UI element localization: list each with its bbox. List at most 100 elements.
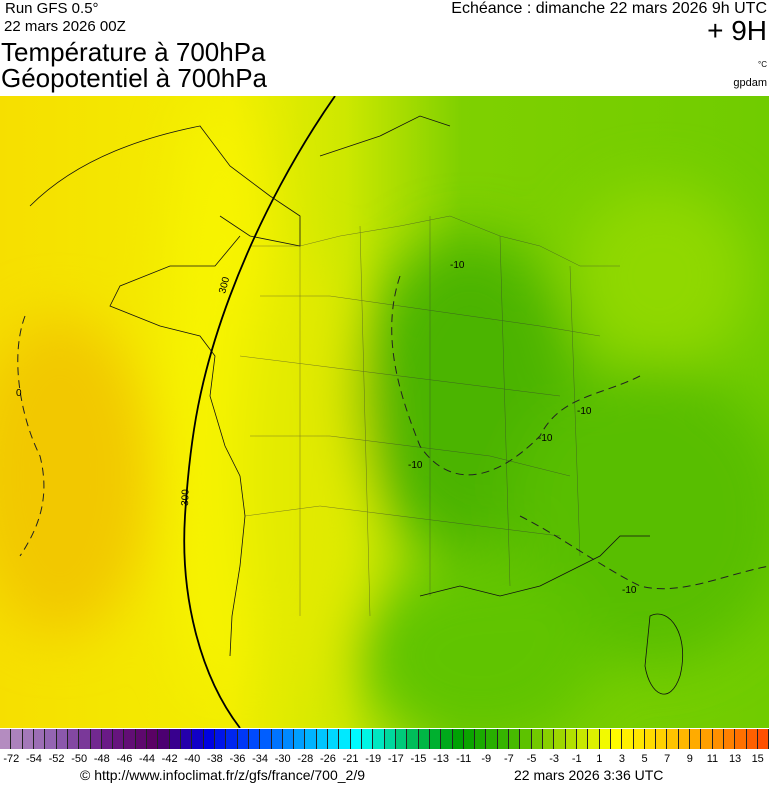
color-scale-cell bbox=[226, 729, 238, 749]
color-scale-label: -21 bbox=[342, 753, 359, 765]
color-scale bbox=[0, 729, 769, 749]
run-date: 22 mars 2026 00Z bbox=[4, 18, 126, 35]
temperature-contours bbox=[17, 275, 769, 590]
color-scale-cell bbox=[497, 729, 510, 749]
color-scale-cell bbox=[328, 729, 340, 749]
color-scale-cell bbox=[181, 729, 193, 749]
color-scale-label: -26 bbox=[320, 753, 336, 765]
color-scale-cell bbox=[362, 729, 374, 749]
color-scale-label: 1 bbox=[596, 753, 603, 765]
lead-time: + 9H bbox=[707, 15, 767, 46]
borders bbox=[239, 215, 620, 617]
color-scale-label: -7 bbox=[504, 753, 514, 765]
color-scale-cell bbox=[33, 729, 46, 749]
color-scale-cell bbox=[192, 729, 204, 749]
color-scale-label: 9 bbox=[686, 753, 693, 765]
color-scale-label: -38 bbox=[206, 753, 223, 765]
color-scale-label: -28 bbox=[297, 753, 314, 765]
color-scale-label: -17 bbox=[387, 753, 404, 765]
color-scale-label: -50 bbox=[71, 753, 88, 765]
color-scale-label: 7 bbox=[664, 753, 671, 765]
coastlines bbox=[29, 115, 684, 695]
color-scale-cell bbox=[158, 729, 170, 749]
contour-label: 300 bbox=[180, 489, 192, 506]
color-scale-cell bbox=[214, 729, 227, 749]
color-scale-cell bbox=[724, 729, 736, 749]
color-scale-cell bbox=[203, 729, 215, 749]
color-scale-cell bbox=[633, 729, 645, 749]
color-scale-label: -72 bbox=[3, 753, 20, 765]
color-scale-cell bbox=[531, 729, 543, 749]
color-scale-cell bbox=[79, 729, 91, 749]
color-scale-cell bbox=[543, 729, 555, 749]
color-scale-cell bbox=[271, 729, 283, 749]
color-scale-label: 13 bbox=[728, 753, 742, 765]
color-scale-cell bbox=[395, 729, 408, 749]
color-scale-label: -46 bbox=[116, 753, 133, 765]
color-scale-labels: -72 -54 -52 -50 -48 -46 -44 -42 -40 -38 -36 -34 -30-… bbox=[0, 753, 769, 767]
color-scale-cell bbox=[588, 729, 600, 749]
contour-label: 300 bbox=[217, 275, 232, 294]
color-scale-label: 11 bbox=[706, 753, 719, 765]
color-scale-cell bbox=[656, 729, 668, 749]
color-scale-cell bbox=[678, 729, 691, 749]
run-label: Run GFS 0.5° bbox=[5, 0, 99, 17]
color-scale-cell bbox=[260, 729, 272, 749]
color-scale-label: -36 bbox=[229, 753, 246, 765]
color-scale-label: -1 bbox=[571, 753, 582, 765]
color-scale-cell bbox=[690, 729, 702, 749]
color-scale-cell bbox=[644, 729, 657, 749]
contour-label: -10 bbox=[408, 460, 423, 471]
valid-time: Echéance : dimanche 22 mars 2026 9h UTC bbox=[451, 0, 767, 17]
color-scale-cell bbox=[418, 729, 430, 749]
color-scale-cell bbox=[475, 729, 487, 749]
color-scale-cell bbox=[712, 729, 724, 749]
unit-temp: °C bbox=[758, 60, 767, 69]
color-scale-cell bbox=[757, 729, 769, 749]
color-scale-cell bbox=[576, 729, 589, 749]
color-scale-cell bbox=[90, 729, 102, 749]
color-scale-cell bbox=[746, 729, 758, 749]
contour-label: -10 bbox=[538, 433, 553, 444]
color-scale-cell bbox=[554, 729, 566, 749]
geopotential-300-contour bbox=[183, 96, 336, 728]
unit-geo: gpdam bbox=[733, 77, 767, 89]
color-scale-cell bbox=[486, 729, 498, 749]
color-scale-cell bbox=[316, 729, 329, 749]
color-scale-cell bbox=[384, 729, 396, 749]
color-scale-cell bbox=[667, 729, 679, 749]
color-scale-label: -13 bbox=[433, 753, 449, 765]
credit-link[interactable]: © http://www.infoclimat.fr/z/gfs/france/… bbox=[80, 767, 365, 783]
color-scale-label: -42 bbox=[161, 753, 178, 765]
color-scale-cell bbox=[237, 729, 249, 749]
contour-label: -10 bbox=[622, 585, 637, 596]
color-scale-cell bbox=[350, 729, 362, 749]
color-scale-cell bbox=[520, 729, 532, 749]
title-geopotential: Géopotentiel à 700hPa bbox=[1, 63, 267, 93]
color-scale-cell bbox=[622, 729, 634, 749]
color-scale-cell bbox=[147, 729, 159, 749]
color-scale-cell bbox=[248, 729, 261, 749]
color-scale-label: -5 bbox=[526, 753, 537, 765]
color-scale-label: -34 bbox=[252, 753, 269, 765]
color-scale-cell bbox=[407, 729, 419, 749]
color-scale-label: -9 bbox=[481, 753, 492, 765]
color-scale-cell bbox=[67, 729, 80, 749]
color-scale-cell bbox=[135, 729, 148, 749]
color-scale-label: -30 bbox=[274, 753, 291, 765]
color-scale-label: -48 bbox=[93, 753, 110, 765]
color-scale-label: -11 bbox=[456, 753, 472, 765]
color-scale-label: -3 bbox=[549, 753, 560, 765]
color-scale-cell bbox=[113, 729, 125, 749]
color-scale-label: -52 bbox=[48, 753, 65, 765]
color-scale-cell bbox=[169, 729, 181, 749]
color-scale-cell bbox=[339, 729, 351, 749]
color-scale-cell bbox=[56, 729, 68, 749]
color-scale-cell bbox=[452, 729, 464, 749]
color-scale-cell bbox=[735, 729, 747, 749]
color-scale-cell bbox=[124, 729, 136, 749]
color-scale-cell bbox=[282, 729, 295, 749]
color-scale-cell bbox=[599, 729, 611, 749]
color-scale-label: -15 bbox=[410, 753, 427, 765]
color-scale-cell bbox=[509, 729, 521, 749]
